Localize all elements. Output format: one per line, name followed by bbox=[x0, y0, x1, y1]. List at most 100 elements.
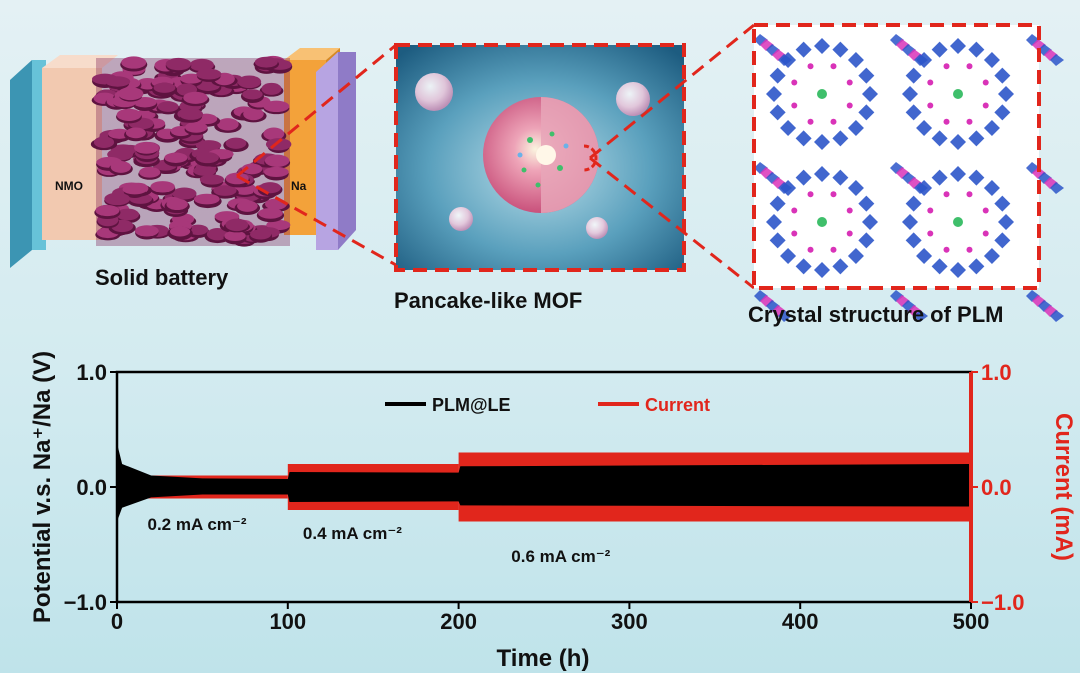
y-tick-label: 0.0 bbox=[76, 475, 107, 500]
mof-pancake bbox=[195, 140, 222, 151]
mof-pancake bbox=[225, 218, 249, 232]
crystal-polyhedron bbox=[814, 38, 830, 54]
mof-pancake bbox=[165, 57, 192, 71]
pancake-mof-caption: Pancake-like MOF bbox=[394, 288, 583, 313]
battery-illustration bbox=[10, 48, 356, 268]
crystal-linker bbox=[982, 207, 989, 214]
crystal-polyhedron bbox=[795, 258, 812, 275]
mof-pancake bbox=[189, 58, 214, 72]
crystal-linker bbox=[927, 230, 934, 237]
mof-pancake bbox=[265, 198, 287, 210]
mof-pancake bbox=[250, 229, 272, 240]
x-tick-label: 400 bbox=[782, 609, 819, 634]
crystal-polyhedron bbox=[950, 38, 966, 54]
mof-pancake bbox=[95, 205, 120, 217]
crystal-panel-frame bbox=[752, 23, 1041, 290]
crystal-polyhedron bbox=[1044, 305, 1058, 317]
mof-pancake bbox=[164, 152, 188, 163]
y-tick-label: 1.0 bbox=[76, 360, 107, 385]
crystal-linker bbox=[982, 230, 989, 237]
crystal-polyhedron bbox=[772, 177, 786, 189]
crystal-polyhedron bbox=[914, 310, 928, 322]
y2-tick-label: −1.0 bbox=[981, 590, 1024, 615]
crystal-polyhedron bbox=[766, 86, 782, 102]
mof-pancake bbox=[150, 181, 175, 193]
crystal-polyhedron bbox=[754, 34, 768, 46]
crystal-linker bbox=[982, 102, 989, 109]
zoom-line bbox=[589, 23, 755, 160]
crystal-polyhedron bbox=[950, 166, 966, 182]
crystal-polyhedron bbox=[795, 169, 812, 186]
crystal-polyhedron bbox=[908, 49, 922, 61]
crystal-linker bbox=[791, 207, 798, 214]
crystal-linker bbox=[966, 246, 973, 253]
x-tick-label: 500 bbox=[953, 609, 990, 634]
crystal-polyhedron bbox=[896, 167, 910, 179]
crystal-polyhedron bbox=[760, 39, 774, 51]
plm-le-voltage-trace bbox=[117, 443, 971, 522]
na-electrode bbox=[284, 60, 326, 235]
crystal-polyhedron bbox=[983, 180, 1000, 197]
crystal-polyhedron bbox=[896, 39, 910, 51]
mof-pancake bbox=[199, 174, 225, 185]
crystal-polyhedron bbox=[983, 119, 1000, 136]
zoom-line bbox=[236, 174, 397, 267]
zoom-line bbox=[589, 156, 755, 290]
mof-pancake bbox=[217, 118, 239, 131]
mof-pancake bbox=[178, 108, 204, 120]
crystal-ion bbox=[817, 217, 827, 227]
crystal-polyhedron bbox=[902, 44, 916, 56]
crystal-polyhedron bbox=[814, 262, 830, 278]
crystal-ion bbox=[953, 217, 963, 227]
crystal-polyhedron bbox=[814, 166, 830, 182]
mof-pancake bbox=[243, 107, 264, 121]
crystal-polyhedron bbox=[795, 41, 812, 58]
crystal-polyhedron bbox=[905, 232, 922, 249]
mof-pancake bbox=[139, 166, 161, 178]
mof-pancake bbox=[122, 184, 147, 195]
mof-pancake bbox=[254, 56, 278, 68]
crystal-ion bbox=[817, 89, 827, 99]
x-tick-label: 200 bbox=[440, 609, 477, 634]
crystal-polyhedron bbox=[766, 300, 780, 312]
y2-tick-label: 0.0 bbox=[981, 475, 1012, 500]
mof-pancake bbox=[157, 101, 179, 112]
zoom-line bbox=[236, 43, 397, 178]
crystal-linker bbox=[943, 63, 950, 70]
crystal-polyhedron bbox=[1050, 182, 1064, 194]
crystal-polyhedron bbox=[832, 130, 849, 147]
crystal-polyhedron bbox=[832, 41, 849, 58]
crystal-polyhedron bbox=[772, 49, 786, 61]
crystal-polyhedron bbox=[968, 258, 985, 275]
crystal-polyhedron bbox=[1032, 39, 1046, 51]
crystal-polyhedron bbox=[832, 169, 849, 186]
illustration-layer: NMO Na bbox=[10, 23, 1064, 322]
mof-pancake bbox=[125, 127, 146, 139]
crystal-polyhedron bbox=[1044, 49, 1058, 61]
na-label: Na bbox=[291, 179, 307, 193]
x-tick-label: 300 bbox=[611, 609, 648, 634]
mof-pancake bbox=[258, 208, 283, 219]
mof-pancake bbox=[242, 89, 263, 100]
crystal-linker bbox=[927, 79, 934, 86]
mof-panel bbox=[396, 45, 684, 270]
x-axis-label: Time (h) bbox=[497, 645, 590, 672]
crystal-polyhedron bbox=[754, 162, 768, 174]
crystal-polyhedron bbox=[994, 232, 1011, 249]
y-tick-label: −1.0 bbox=[64, 590, 107, 615]
crystal-linker bbox=[846, 207, 853, 214]
crystal-polyhedron bbox=[905, 104, 922, 121]
crystal-polyhedron bbox=[931, 258, 948, 275]
crystal-polyhedron bbox=[998, 214, 1014, 230]
crystal-linker bbox=[830, 63, 837, 70]
crystal-polyhedron bbox=[766, 172, 780, 184]
mof-pancake bbox=[225, 172, 249, 185]
mof-pancake bbox=[196, 68, 222, 80]
mof-pancake bbox=[264, 154, 290, 167]
voltage-profile-chart: 0 100 200 300 400 500 1.0 1.0 0.0 0.0 −1.0 −1.0 Tim… bbox=[29, 351, 1077, 672]
crystal-polyhedron bbox=[902, 172, 916, 184]
mof-pancake bbox=[116, 208, 140, 221]
crystal-polyhedron bbox=[862, 86, 878, 102]
mof-pancake bbox=[134, 225, 159, 237]
crystal-polyhedron bbox=[769, 67, 786, 84]
